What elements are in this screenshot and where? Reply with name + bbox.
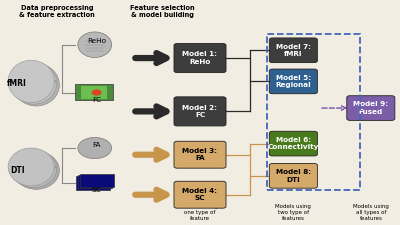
- Text: Model 8:
DTI: Model 8: DTI: [276, 169, 311, 182]
- FancyBboxPatch shape: [81, 86, 107, 99]
- Text: Models using
all types of
features: Models using all types of features: [353, 204, 389, 221]
- Text: FC: FC: [92, 97, 101, 103]
- Ellipse shape: [13, 151, 59, 189]
- Text: ReHo: ReHo: [87, 38, 106, 44]
- FancyBboxPatch shape: [76, 176, 110, 190]
- Ellipse shape: [78, 137, 112, 159]
- Text: Model 2:
FC: Model 2: FC: [182, 105, 218, 118]
- Ellipse shape: [8, 148, 54, 186]
- FancyBboxPatch shape: [78, 175, 112, 188]
- Text: Models using
two type of
features: Models using two type of features: [276, 204, 311, 221]
- FancyBboxPatch shape: [174, 181, 226, 208]
- FancyBboxPatch shape: [75, 84, 113, 100]
- FancyBboxPatch shape: [269, 69, 317, 94]
- Text: DTI: DTI: [10, 166, 24, 175]
- Text: Models using
one type of
feature: Models using one type of feature: [182, 204, 218, 221]
- Text: fMRI: fMRI: [7, 79, 27, 88]
- Text: Model 9:
Fused: Model 9: Fused: [353, 101, 388, 115]
- FancyBboxPatch shape: [174, 141, 226, 168]
- FancyBboxPatch shape: [174, 43, 226, 73]
- FancyBboxPatch shape: [80, 174, 114, 187]
- FancyBboxPatch shape: [269, 164, 317, 188]
- Text: Data preprocessing
& feature extraction: Data preprocessing & feature extraction: [19, 5, 95, 18]
- Text: Model 3:
FA: Model 3: FA: [182, 148, 218, 162]
- FancyBboxPatch shape: [347, 96, 395, 120]
- Ellipse shape: [11, 62, 57, 104]
- Text: Model 7:
fMRI: Model 7: fMRI: [276, 43, 311, 57]
- Text: Model 6:
Connectivity: Model 6: Connectivity: [268, 137, 319, 150]
- Text: Model 1:
ReHo: Model 1: ReHo: [182, 51, 218, 65]
- Text: Model 5:
Regional: Model 5: Regional: [276, 75, 311, 88]
- Ellipse shape: [78, 32, 112, 58]
- Ellipse shape: [11, 150, 57, 188]
- FancyBboxPatch shape: [269, 131, 317, 156]
- Ellipse shape: [13, 64, 59, 106]
- Text: FA: FA: [92, 142, 101, 148]
- Ellipse shape: [8, 60, 54, 103]
- Text: Feature selection
& model building: Feature selection & model building: [130, 5, 194, 18]
- FancyBboxPatch shape: [269, 38, 317, 63]
- FancyBboxPatch shape: [174, 97, 226, 126]
- Ellipse shape: [92, 89, 102, 96]
- Text: SC: SC: [92, 187, 102, 193]
- Text: Model 4:
SC: Model 4: SC: [182, 188, 218, 201]
